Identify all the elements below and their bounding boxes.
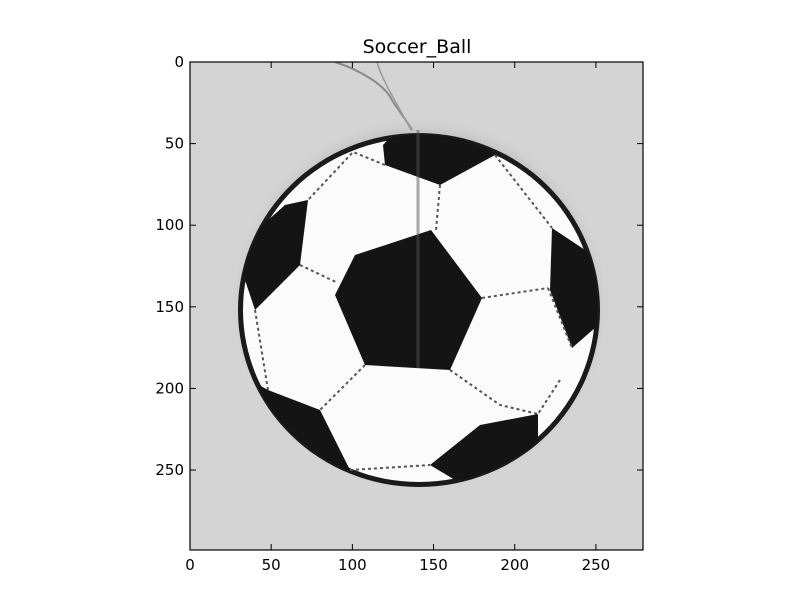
- x-tick-label: 50: [262, 556, 281, 574]
- x-tick-label: 150: [419, 556, 448, 574]
- y-tick-label: 0: [174, 53, 184, 71]
- x-tick-label: 100: [338, 556, 367, 574]
- soccer-ball: [238, 130, 600, 487]
- y-axis: 0 50 100 150 200 250: [155, 53, 643, 479]
- y-tick-label: 150: [155, 298, 184, 316]
- y-tick-label: 100: [155, 216, 184, 234]
- x-tick-label: 250: [582, 556, 611, 574]
- y-tick-label: 200: [155, 379, 184, 397]
- x-tick-label: 0: [185, 556, 195, 574]
- x-tick-label: 200: [500, 556, 529, 574]
- axes-frame: [189, 61, 644, 551]
- image-area: [190, 62, 643, 550]
- ball-seams: [254, 150, 573, 471]
- plot-title: Soccer_Ball: [363, 36, 472, 58]
- x-axis: 0 50 100 150 200 250: [185, 62, 610, 574]
- y-tick-label: 50: [165, 135, 184, 153]
- y-tick-label: 250: [155, 461, 184, 479]
